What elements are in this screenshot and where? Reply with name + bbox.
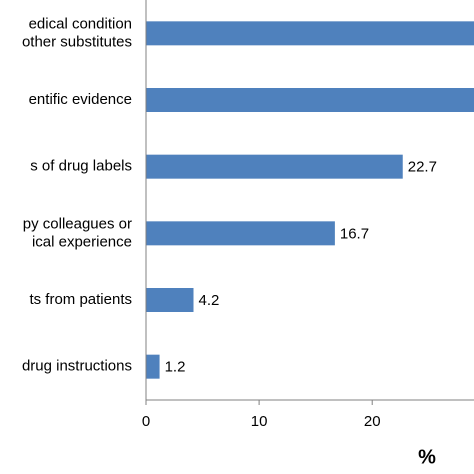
y-tick-label: other substitutes <box>22 33 132 50</box>
y-tick-label: s of drug labels <box>30 158 132 175</box>
y-tick-label: entific evidence <box>29 91 132 108</box>
y-tick-label: edical condition <box>29 15 132 32</box>
plot-area <box>146 21 474 379</box>
y-tick-label: drug instructions <box>22 358 132 375</box>
bar <box>146 221 335 246</box>
y-tick-label: ts from patients <box>29 291 132 308</box>
bar <box>146 354 160 379</box>
bar <box>146 154 403 179</box>
x-tick-label: 20 <box>364 413 381 430</box>
y-tick-label: py colleagues or <box>23 215 132 232</box>
value-label: 1.2 <box>165 359 186 376</box>
value-label: 16.7 <box>340 225 369 242</box>
y-tick-label: ical experience <box>32 233 132 250</box>
bar <box>146 88 474 112</box>
bar <box>146 288 194 312</box>
x-tick-label: 10 <box>251 413 268 430</box>
bar <box>146 21 474 46</box>
value-label: 4.2 <box>199 292 220 309</box>
x-tick-label: 0 <box>142 413 150 430</box>
x-axis-label: % <box>418 446 436 468</box>
value-label: 22.7 <box>408 159 437 176</box>
